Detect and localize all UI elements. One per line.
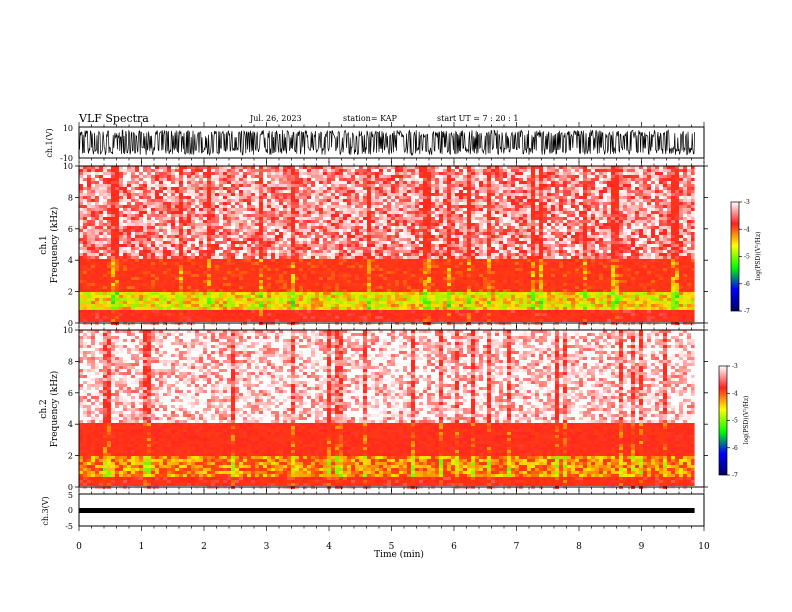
ch2-frequency-ticks: 0 2 4 6 8 10 xyxy=(63,326,708,492)
frequency-tick-label: 4 xyxy=(68,420,73,429)
colorbar-tick-label: -4 xyxy=(732,390,738,397)
frequency-tick-label: 2 xyxy=(68,452,73,461)
frequency-tick-label: 8 xyxy=(68,193,73,202)
colorbar-tick-label: -7 xyxy=(732,472,738,479)
frequency-tick-label: 10 xyxy=(63,162,73,171)
ch1-waveform-line xyxy=(78,129,695,157)
time-tick-label: 6 xyxy=(451,542,457,552)
ch3-ytick-mid: 0 xyxy=(68,506,73,515)
ch2-colorbar-label: log(PSD)(V²/Hz) xyxy=(743,396,750,445)
date-label: Jul. 26, 2023 xyxy=(250,114,302,123)
time-tick-label: 0 xyxy=(76,542,82,552)
time-tick-label: 2 xyxy=(201,542,207,552)
frequency-tick-label: 4 xyxy=(68,256,73,265)
time-tick-label: 4 xyxy=(326,542,332,552)
ch1-ytick-top: 10 xyxy=(63,124,73,133)
ch1-ytick-bottom: -10 xyxy=(60,154,73,163)
ch2-colorbar: -3 -4 -5 -6 -7 log(PSD)(V²/Hz) xyxy=(718,363,750,479)
frequency-tick-label: 10 xyxy=(63,326,73,335)
frequency-tick-label: 0 xyxy=(68,483,73,492)
frequency-tick-label: 6 xyxy=(68,225,73,234)
colorbar-tick-label: -3 xyxy=(744,199,750,206)
ch2-spectrogram-panel: 0 2 4 6 8 10 ch.2 Frequency (kHz) xyxy=(39,326,708,492)
time-tick-label: 7 xyxy=(514,542,520,552)
time-tick-label: 9 xyxy=(639,542,645,552)
ch1-voltage-axis-label: ch.1(V) xyxy=(45,128,54,157)
ch3-voltage-axis-label: ch.3(V) xyxy=(41,496,50,525)
frequency-tick-label: 8 xyxy=(68,357,73,366)
ch1-spectrogram-image xyxy=(79,166,704,325)
ch3-ytick-bottom: -5 xyxy=(65,522,73,531)
start-ut-label: start UT = 7 : 20 : 1 xyxy=(437,114,519,123)
colorbar-tick-label: -6 xyxy=(732,445,738,452)
frequency-tick-label: 6 xyxy=(68,389,73,398)
frequency-tick-label: 2 xyxy=(68,288,73,297)
time-axis-label: Time (min) xyxy=(374,549,424,560)
time-tick-label: 1 xyxy=(139,542,145,552)
time-tick-label: 3 xyxy=(264,542,270,552)
chart-title: VLF Spectra xyxy=(79,112,149,125)
ch1-colorbar-label: log(PSD)(V²/Hz) xyxy=(755,232,762,281)
ch1-spectrogram-panel: 0 2 4 6 8 10 ch.1 Frequency (kHz) xyxy=(39,162,708,328)
ch1-spectrogram-label: ch.1 xyxy=(39,235,49,254)
colorbar-tick-label: -5 xyxy=(732,418,738,425)
colorbar-tick-label: -4 xyxy=(744,226,750,233)
colorbar-tick-label: -7 xyxy=(744,308,750,315)
time-tick-label: 10 xyxy=(698,542,710,552)
ch1-frequency-axis-label: Frequency (kHz) xyxy=(49,207,60,284)
ch3-waveform-panel: ch.3(V) 5 0 -5 xyxy=(41,491,705,531)
ch3-waveform-band xyxy=(79,508,695,513)
ch1-waveform-panel: ch.1(V) 10 -10 xyxy=(45,124,705,163)
ch2-frequency-axis-label: Frequency (kHz) xyxy=(49,371,60,448)
ch2-spectrogram-label: ch.2 xyxy=(39,399,49,418)
colorbar-tick-label: -3 xyxy=(732,363,738,370)
time-axis-ticks: 0 1 2 3 4 5 6 7 8 9 10 xyxy=(76,122,710,552)
colorbar-tick-label: -6 xyxy=(744,281,750,288)
ch2-spectrogram-image xyxy=(79,330,704,489)
time-tick-label: 5 xyxy=(389,542,395,552)
ch1-colorbar: -3 -4 -5 -6 -7 log(PSD)(V²/Hz) xyxy=(730,199,762,315)
ch1-frequency-ticks: 0 2 4 6 8 10 xyxy=(63,162,708,328)
colorbar-tick-label: -5 xyxy=(744,254,750,261)
ch3-ytick-top: 5 xyxy=(68,491,73,500)
station-label: station= KAP xyxy=(343,114,397,123)
frequency-tick-label: 0 xyxy=(68,319,73,328)
time-tick-label: 8 xyxy=(576,542,582,552)
